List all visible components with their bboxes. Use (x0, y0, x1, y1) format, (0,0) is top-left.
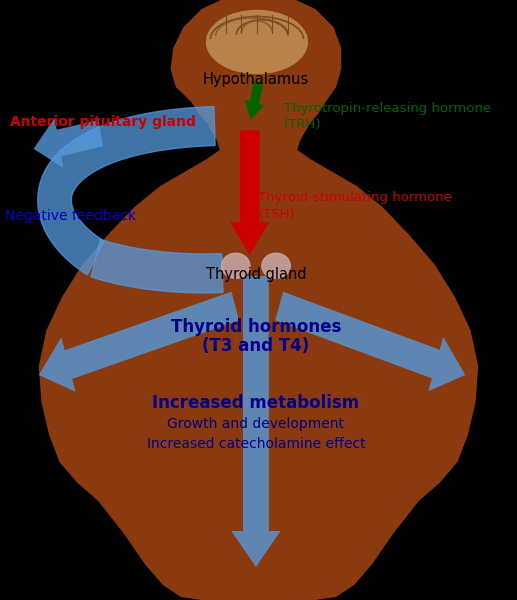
Text: Thyroid-stimulating hormone: Thyroid-stimulating hormone (258, 191, 452, 205)
Polygon shape (91, 239, 223, 293)
Text: Negative feedback: Negative feedback (5, 209, 136, 223)
Text: (TSH): (TSH) (258, 208, 295, 221)
Polygon shape (34, 118, 103, 168)
Polygon shape (39, 292, 239, 392)
Polygon shape (245, 81, 264, 120)
Text: Thyrotropin-releasing hormone: Thyrotropin-releasing hormone (284, 101, 492, 115)
Ellipse shape (262, 253, 291, 278)
Ellipse shape (207, 10, 307, 73)
Text: Hypothalamus: Hypothalamus (203, 72, 309, 87)
Text: (TRH): (TRH) (284, 118, 322, 131)
Text: Increased metabolism: Increased metabolism (153, 394, 359, 412)
Text: (T3 and T4): (T3 and T4) (202, 337, 310, 355)
Ellipse shape (221, 253, 250, 278)
Text: Anterior pituitary gland: Anterior pituitary gland (10, 115, 196, 130)
Text: Increased catecholamine effect: Increased catecholamine effect (147, 437, 365, 451)
Text: Growth and development: Growth and development (168, 417, 344, 431)
Polygon shape (231, 130, 269, 255)
Polygon shape (39, 0, 478, 600)
Polygon shape (38, 107, 215, 275)
Text: Thyroid hormones: Thyroid hormones (171, 318, 341, 336)
Polygon shape (275, 292, 465, 391)
Text: Thyroid gland: Thyroid gland (206, 266, 306, 281)
Polygon shape (232, 276, 280, 567)
